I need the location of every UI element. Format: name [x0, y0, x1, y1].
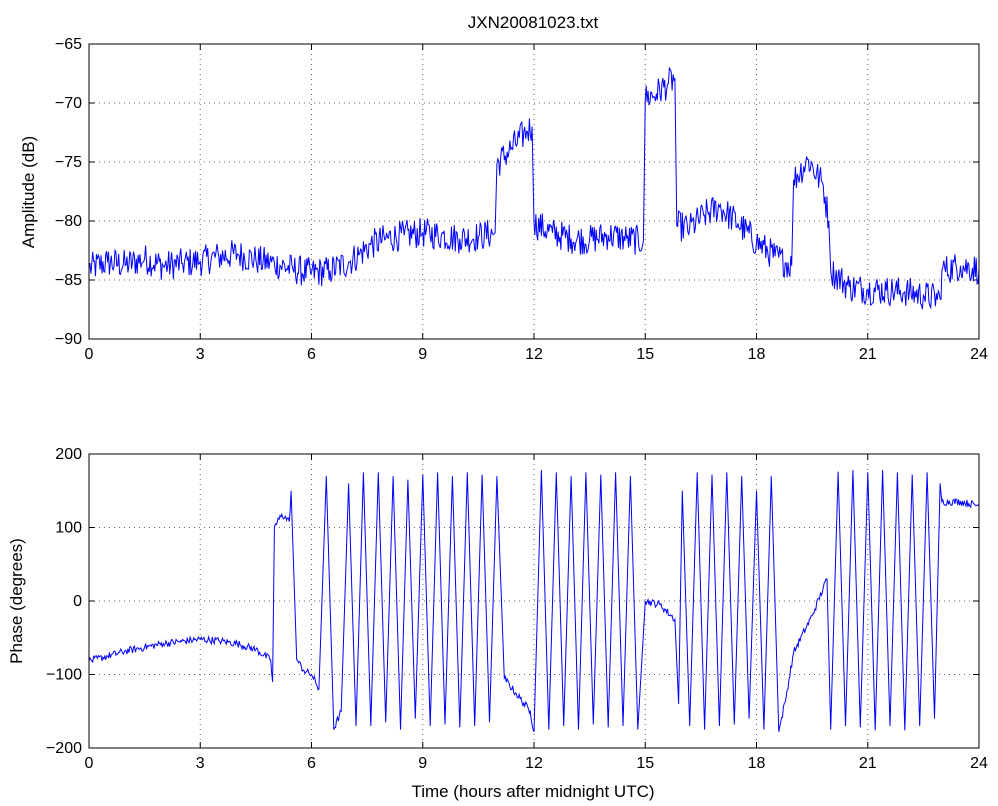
phase-xlabel: Time (hours after midnight UTC): [411, 782, 654, 801]
phase-ticks: 0 3 6 9 12 15 18 21 24 −200 −100 0 100 200: [46, 446, 988, 772]
amplitude-ticks: 0 3 6 9 12 15 18 21 24 −90 −85 −80 −75 −70 −65: [55, 36, 988, 363]
amplitude-ytick-label: −80: [55, 213, 82, 230]
amplitude-xtick-label: 18: [748, 346, 766, 363]
phase-panel: 0 3 6 9 12 15 18 21 24 −200 −100 0 100 200 Phase (deg…: [7, 446, 988, 801]
amplitude-xtick-label: 24: [970, 346, 988, 363]
phase-series: [88, 470, 980, 733]
amplitude-xtick-label: 0: [85, 346, 94, 363]
amplitude-ylabel: Amplitude (dB): [19, 136, 38, 248]
phase-ytick-label: 200: [55, 446, 82, 463]
phase-xtick-label: 6: [307, 755, 316, 772]
phase-xtick-label: 12: [525, 755, 543, 772]
amplitude-ytick-label: −90: [55, 331, 82, 348]
amplitude-xtick-label: 15: [636, 346, 654, 363]
amplitude-xtick-label: 9: [418, 346, 427, 363]
phase-xtick-label: 0: [85, 755, 94, 772]
amplitude-ytick-label: −85: [55, 272, 82, 289]
phase-ylabel: Phase (degrees): [7, 538, 26, 664]
phase-series-line: [88, 470, 980, 733]
amplitude-xtick-label: 3: [196, 346, 205, 363]
phase-ytick-label: −200: [46, 740, 82, 757]
phase-xtick-label: 3: [196, 755, 205, 772]
phase-ytick-label: 0: [73, 593, 82, 610]
amplitude-series: [88, 67, 980, 310]
amplitude-xtick-label: 6: [307, 346, 316, 363]
amplitude-series-line: [88, 67, 980, 310]
phase-axes-frame: [88, 453, 980, 749]
amplitude-ytick-label: −70: [55, 95, 82, 112]
phase-xtick-label: 15: [636, 755, 654, 772]
chart-title: JXN20081023.txt: [468, 13, 599, 32]
amplitude-axes-frame: [88, 43, 980, 340]
amplitude-panel: JXN20081023.txt 0 3 6 9 12 15 18 21 24 −90 −85 −80 −…: [19, 13, 988, 363]
phase-xtick-label: 24: [970, 755, 988, 772]
amplitude-xtick-label: 12: [525, 346, 543, 363]
amplitude-ytick-label: −75: [55, 154, 82, 171]
amplitude-xtick-label: 21: [859, 346, 877, 363]
phase-ytick-label: −100: [46, 667, 82, 684]
phase-ytick-label: 100: [55, 520, 82, 537]
phase-xtick-label: 21: [859, 755, 877, 772]
phase-xtick-label: 18: [748, 755, 766, 772]
phase-grid: [89, 454, 979, 748]
phase-xtick-label: 9: [418, 755, 427, 772]
amplitude-ytick-label: −65: [55, 36, 82, 53]
